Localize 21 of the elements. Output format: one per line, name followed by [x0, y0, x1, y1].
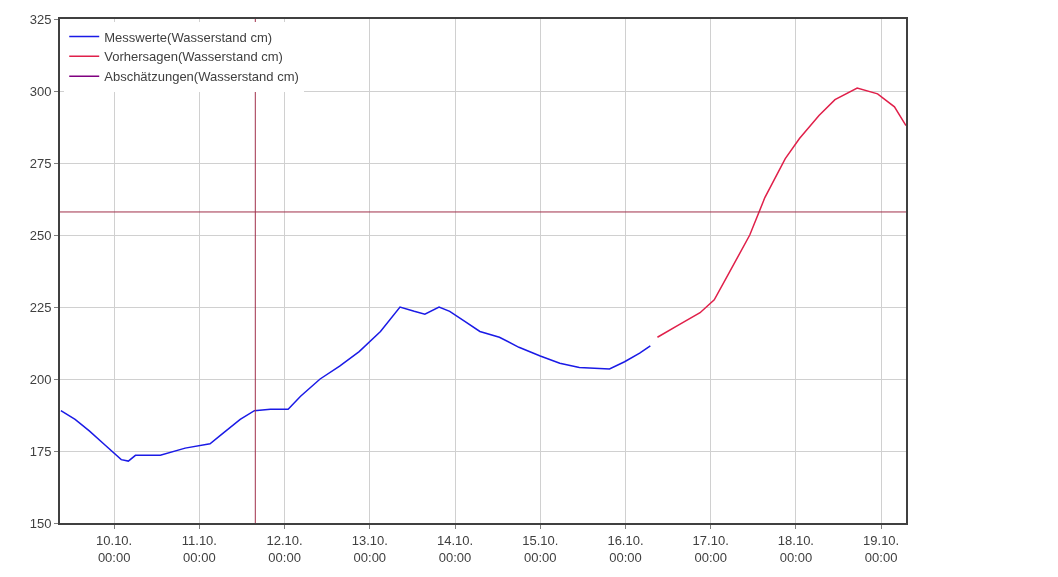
y-tick-label: 200 [29, 371, 52, 387]
x-tick-label: 18.10. 00:00 [777, 532, 814, 565]
x-tick-label: 19.10. 00:00 [863, 532, 900, 565]
y-tick-label: 275 [29, 155, 52, 171]
y-tick-label: 150 [29, 515, 52, 531]
y-tick-label: 300 [29, 83, 52, 99]
legend-label: Vorhersagen(Wasserstand cm) [104, 49, 283, 65]
legend-label: Messwerte(Wasserstand cm) [104, 29, 273, 45]
y-tick-label: 250 [29, 227, 52, 243]
x-tick-label: 12.10. 00:00 [266, 532, 303, 565]
x-tick-label: 13.10. 00:00 [351, 532, 388, 565]
x-tick-label: 11.10. 00:00 [181, 532, 217, 565]
y-tick-label: 225 [29, 299, 52, 315]
x-tick-label: 14.10. 00:00 [436, 532, 474, 565]
x-tick-label: 10.10. 00:00 [96, 532, 133, 565]
y-tick-label: 325 [29, 11, 52, 27]
y-tick-label: 175 [29, 443, 52, 459]
legend-label: Abschätzungen(Wasserstand cm) [104, 69, 299, 85]
x-tick-label: 17.10. 00:00 [692, 532, 729, 565]
x-tick-label: 16.10. 00:00 [607, 532, 644, 565]
x-tick-label: 15.10. 00:00 [522, 532, 559, 565]
